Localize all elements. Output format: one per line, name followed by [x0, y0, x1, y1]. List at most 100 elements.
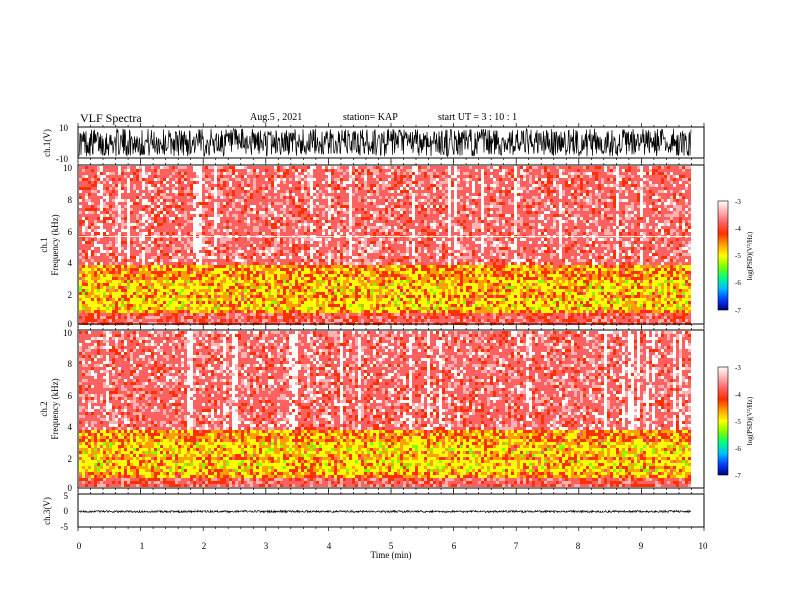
ch1-spectrogram-cell	[115, 232, 118, 235]
ch1-spectrogram-cell	[127, 175, 130, 178]
ch1-spectrogram-cell	[136, 241, 139, 244]
ch1-spectrogram-cell	[148, 208, 151, 211]
ch1-spectrogram-cell	[115, 184, 118, 187]
ch1-spectrogram-cell	[163, 283, 166, 286]
ch1-spectrogram-cell	[106, 166, 109, 169]
ch1-spectrogram-cell	[148, 313, 151, 316]
ch1-spectrogram-cell	[85, 208, 88, 211]
ch1-spectrogram-cell	[109, 250, 112, 253]
ch1-spectrogram-cell	[103, 307, 106, 310]
ch1-spectrogram-cell	[145, 187, 148, 190]
ch1-spectrogram-cell	[160, 232, 163, 235]
ch1-spectrogram-cell	[148, 250, 151, 253]
ch1-spectrogram-cell	[160, 187, 163, 190]
ch1-spectrogram-cell	[82, 271, 85, 274]
ch1-spectrogram-cell	[97, 271, 100, 274]
ch1-spectrogram-cell	[151, 223, 154, 226]
ch1-spectrogram-cell	[127, 268, 130, 271]
ch1-spectrogram-cell	[94, 214, 97, 217]
ch1-spectrogram-cell	[142, 208, 145, 211]
ch1-spectrogram-cell	[97, 244, 100, 247]
ch1-spectrogram-cell	[100, 253, 103, 256]
ch1-spectrogram-cell	[103, 268, 106, 271]
ch1-spectrogram-cell	[163, 280, 166, 283]
ch1-spectrogram-cell	[136, 277, 139, 280]
ch1-spectrogram-cell	[109, 310, 112, 313]
ch1-spectrogram-cell	[109, 223, 112, 226]
ch1-spectrogram-cell	[130, 172, 133, 175]
ch1-spectrogram-cell	[100, 256, 103, 259]
ch1-spectrogram-cell	[91, 211, 94, 214]
ch1-spectrogram-cell	[100, 229, 103, 232]
ch1-spectrogram-cell	[154, 286, 157, 289]
ch1-spectrogram-cell	[82, 199, 85, 202]
ch1-spectrogram-cell	[106, 256, 109, 259]
ch1-spectrogram-cell	[85, 223, 88, 226]
ch1-spectrogram-cell	[112, 178, 115, 181]
ch1-spectrogram-cell	[160, 172, 163, 175]
ch1-spectrogram-cell	[130, 250, 133, 253]
ch1-spectrogram-cell	[112, 175, 115, 178]
ch1-spectrogram-cell	[109, 301, 112, 304]
ch1-spectrogram-cell	[88, 277, 91, 280]
ch1-spectrogram-cell	[127, 277, 130, 280]
ch1-spectrogram-cell	[136, 229, 139, 232]
ch1-spectrogram-cell	[121, 181, 124, 184]
ch1-spectrogram-cell	[82, 304, 85, 307]
ch1-spectrogram-cell	[139, 289, 142, 292]
ch1-spectrogram-cell	[88, 208, 91, 211]
ch1-spectrogram-cell	[121, 265, 124, 268]
ch1-spectrogram-cell	[133, 202, 136, 205]
ch1-spectrogram-cell	[124, 172, 127, 175]
ch1-spectrogram-cell	[112, 271, 115, 274]
ch1-spectrogram-cell	[139, 262, 142, 265]
ch1-spectrogram-cell	[85, 310, 88, 313]
ch1-spectrogram-cell	[115, 187, 118, 190]
ch1-spectrogram-cell	[157, 295, 160, 298]
ch1-spectrogram-cell	[148, 277, 151, 280]
ch1-spectrogram-cell	[94, 268, 97, 271]
ch1-spectrogram-cell	[79, 319, 82, 322]
ch1-spectrogram-cell	[154, 307, 157, 310]
ch1-spectrogram-cell	[151, 298, 154, 301]
ch1-spectrogram-cell	[139, 301, 142, 304]
ch1-spectrogram-cell	[100, 283, 103, 286]
ch1-spectrogram-cell	[121, 313, 124, 316]
ch1-spectrogram-cell	[136, 217, 139, 220]
ch1-spectrogram-cell	[88, 229, 91, 232]
ch1-spectrogram-cell	[118, 181, 121, 184]
ch1-spectrogram-cell	[130, 238, 133, 241]
ch1-spectrogram-cell	[91, 247, 94, 250]
ch1-spectrogram-cell	[139, 274, 142, 277]
ch1-spectrogram-cell	[169, 289, 172, 292]
ch1-spectrogram-cell	[145, 259, 148, 262]
ch1-spectrogram-cell	[169, 208, 172, 211]
ch1-spectrogram-cell	[145, 232, 148, 235]
ch1-spectrogram-cell	[106, 265, 109, 268]
ch1-spectrogram-cell	[127, 172, 130, 175]
ch1-spectrogram-cell	[79, 184, 82, 187]
ch1-spectrogram-cell	[139, 277, 142, 280]
ch1-spectrogram-cell	[160, 319, 163, 322]
ch1-spectrogram-cell	[115, 259, 118, 262]
ch1-spectrogram-cell	[109, 289, 112, 292]
ch1-spectrogram-cell	[139, 313, 142, 316]
ch1-spectrogram-cell	[151, 250, 154, 253]
ch1-spectrogram-cell	[91, 181, 94, 184]
ch1-spectrogram-cell	[85, 196, 88, 199]
ch1-spectrogram-cell	[91, 190, 94, 193]
ch1-spectrogram-cell	[91, 262, 94, 265]
ch1-spectrogram-cell	[169, 229, 172, 232]
ch1-spectrogram-cell	[115, 202, 118, 205]
ch1-spectrogram-cell	[103, 199, 106, 202]
ch1-spectrogram-cell	[97, 268, 100, 271]
ch1-spectrogram-cell	[112, 316, 115, 319]
ch1-spectrogram-cell	[79, 214, 82, 217]
ch1-spectrogram-cell	[160, 253, 163, 256]
ch1-spectrogram-cell	[106, 301, 109, 304]
ch1-spectrogram-cell	[166, 313, 169, 316]
ch1-spectrogram-cell	[124, 253, 127, 256]
ch1-spectrogram-cell	[163, 223, 166, 226]
ch1-spectrogram-cell	[130, 253, 133, 256]
ch1-spectrogram-cell	[127, 295, 130, 298]
